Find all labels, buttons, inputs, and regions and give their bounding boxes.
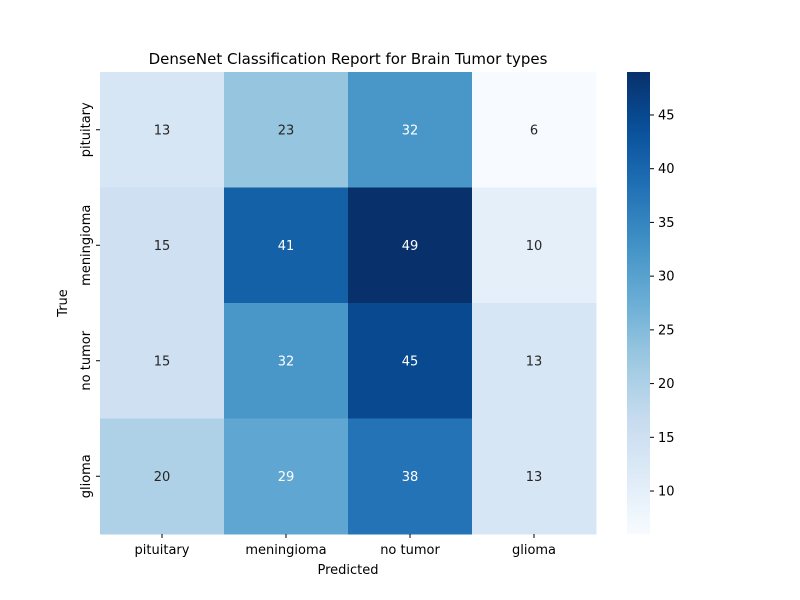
colorbar-tick-label: 20 — [658, 377, 675, 392]
heatmap-cell — [472, 187, 597, 304]
cell-value-label: 49 — [402, 239, 419, 254]
colorbar — [627, 72, 650, 534]
colorbar-tick-label: 35 — [658, 216, 675, 231]
colorbar-tick-label: 10 — [658, 485, 675, 500]
colorbar-tick-label: 25 — [658, 323, 675, 338]
x-tick-label: no tumor — [380, 543, 440, 558]
colorbar-tick-label: 45 — [658, 108, 675, 123]
cell-value-label: 13 — [526, 470, 543, 485]
heatmap-cell — [472, 418, 597, 535]
heatmap-cell — [100, 72, 225, 188]
cell-annotations: 13 23 32 6 15 41 49 10 15 32 45 13 20 29 38 13 — [154, 123, 543, 485]
x-tick-label: glioma — [512, 543, 556, 558]
cell-value-label: 10 — [526, 239, 543, 254]
cell-value-label: 32 — [278, 354, 295, 369]
y-tick-label: glioma — [79, 454, 94, 498]
cell-value-label: 41 — [278, 239, 295, 254]
colorbar-tick-label: 15 — [658, 431, 675, 446]
cell-value-label: 32 — [402, 123, 419, 138]
heatmap-cell — [224, 72, 349, 188]
y-tick-label: pituitary — [79, 102, 94, 157]
heatmap-cell — [224, 303, 349, 419]
cell-value-label: 6 — [530, 123, 538, 138]
colorbar-ticks: 10 15 20 25 30 35 40 45 — [650, 108, 675, 500]
chart-title: DenseNet Classification Report for Brain… — [149, 50, 548, 68]
y-tick-label: no tumor — [79, 330, 94, 390]
colorbar-tick-label: 30 — [658, 270, 675, 285]
x-tick-label: pituitary — [135, 543, 190, 558]
y-axis: pituitary meningioma no tumor glioma — [79, 102, 100, 498]
cell-value-label: 29 — [278, 470, 295, 485]
cell-value-label: 13 — [154, 123, 171, 138]
heatmap-cell — [100, 418, 225, 535]
heatmap-cell — [348, 418, 473, 535]
cell-value-label: 38 — [402, 470, 419, 485]
cell-value-label: 23 — [278, 123, 295, 138]
cell-value-label: 45 — [402, 354, 419, 369]
heatmap-cell — [224, 187, 349, 304]
heatmap-cell — [348, 303, 473, 419]
cell-value-label: 13 — [526, 354, 543, 369]
y-axis-label: True — [56, 289, 71, 318]
heatmap-cell — [472, 303, 597, 419]
x-axis: pituitary meningioma no tumor glioma — [135, 534, 556, 558]
heatmap-cell — [348, 187, 473, 304]
heatmap-cell — [472, 72, 597, 188]
colorbar-tick-label: 40 — [658, 162, 675, 177]
x-tick-label: meningioma — [245, 543, 326, 558]
heatmap-cell — [100, 187, 225, 304]
heatmap-cell — [100, 303, 225, 419]
x-axis-label: Predicted — [317, 563, 378, 578]
cell-value-label: 15 — [154, 239, 171, 254]
heatmap-cell — [224, 418, 349, 535]
cell-value-label: 15 — [154, 354, 171, 369]
y-tick-label: meningioma — [79, 205, 94, 286]
heatmap-cells — [100, 72, 597, 535]
heatmap-cell — [348, 72, 473, 188]
cell-value-label: 20 — [154, 470, 171, 485]
